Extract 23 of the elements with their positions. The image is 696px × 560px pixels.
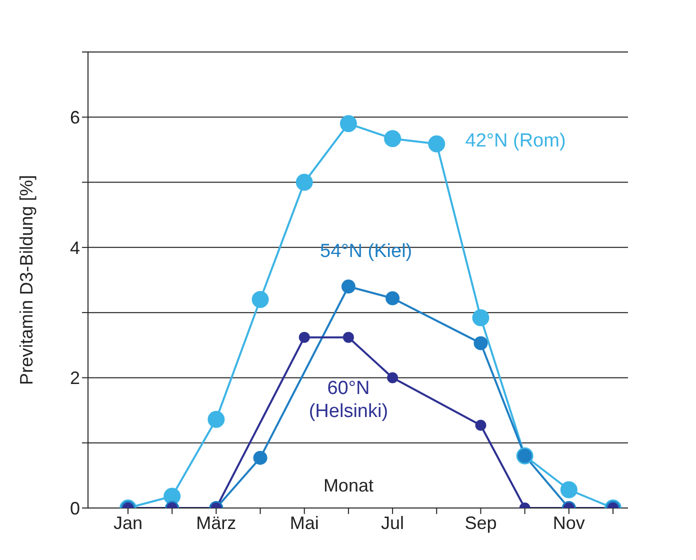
series-label: 60°N (Helsinki): [308, 378, 388, 422]
y-tick-label: 2: [70, 368, 80, 388]
point: [386, 291, 400, 306]
x-tick-label: Jan: [113, 512, 143, 533]
x-axis-title: Monat: [323, 476, 374, 496]
x-tick-label: Nov: [552, 512, 585, 533]
point: [208, 410, 225, 428]
x-tick-label: März: [196, 512, 236, 533]
point: [387, 372, 398, 384]
y-axis-title: Previtamin D3-Bildung [%]: [16, 174, 36, 386]
point: [252, 291, 269, 308]
point: [472, 309, 490, 326]
point: [474, 336, 488, 350]
y-tick-label: 0: [70, 498, 80, 518]
y-tick-label: 6: [70, 108, 80, 128]
x-tick-label: Mai: [290, 512, 319, 533]
y-tick-label: 4: [70, 238, 80, 258]
series-label: 42°N (Rom): [465, 130, 566, 152]
x-tick-label: Sep: [464, 512, 497, 533]
point: [342, 332, 354, 343]
point: [341, 280, 356, 294]
point: [298, 332, 310, 343]
x-tick-label: Jul: [381, 512, 404, 533]
